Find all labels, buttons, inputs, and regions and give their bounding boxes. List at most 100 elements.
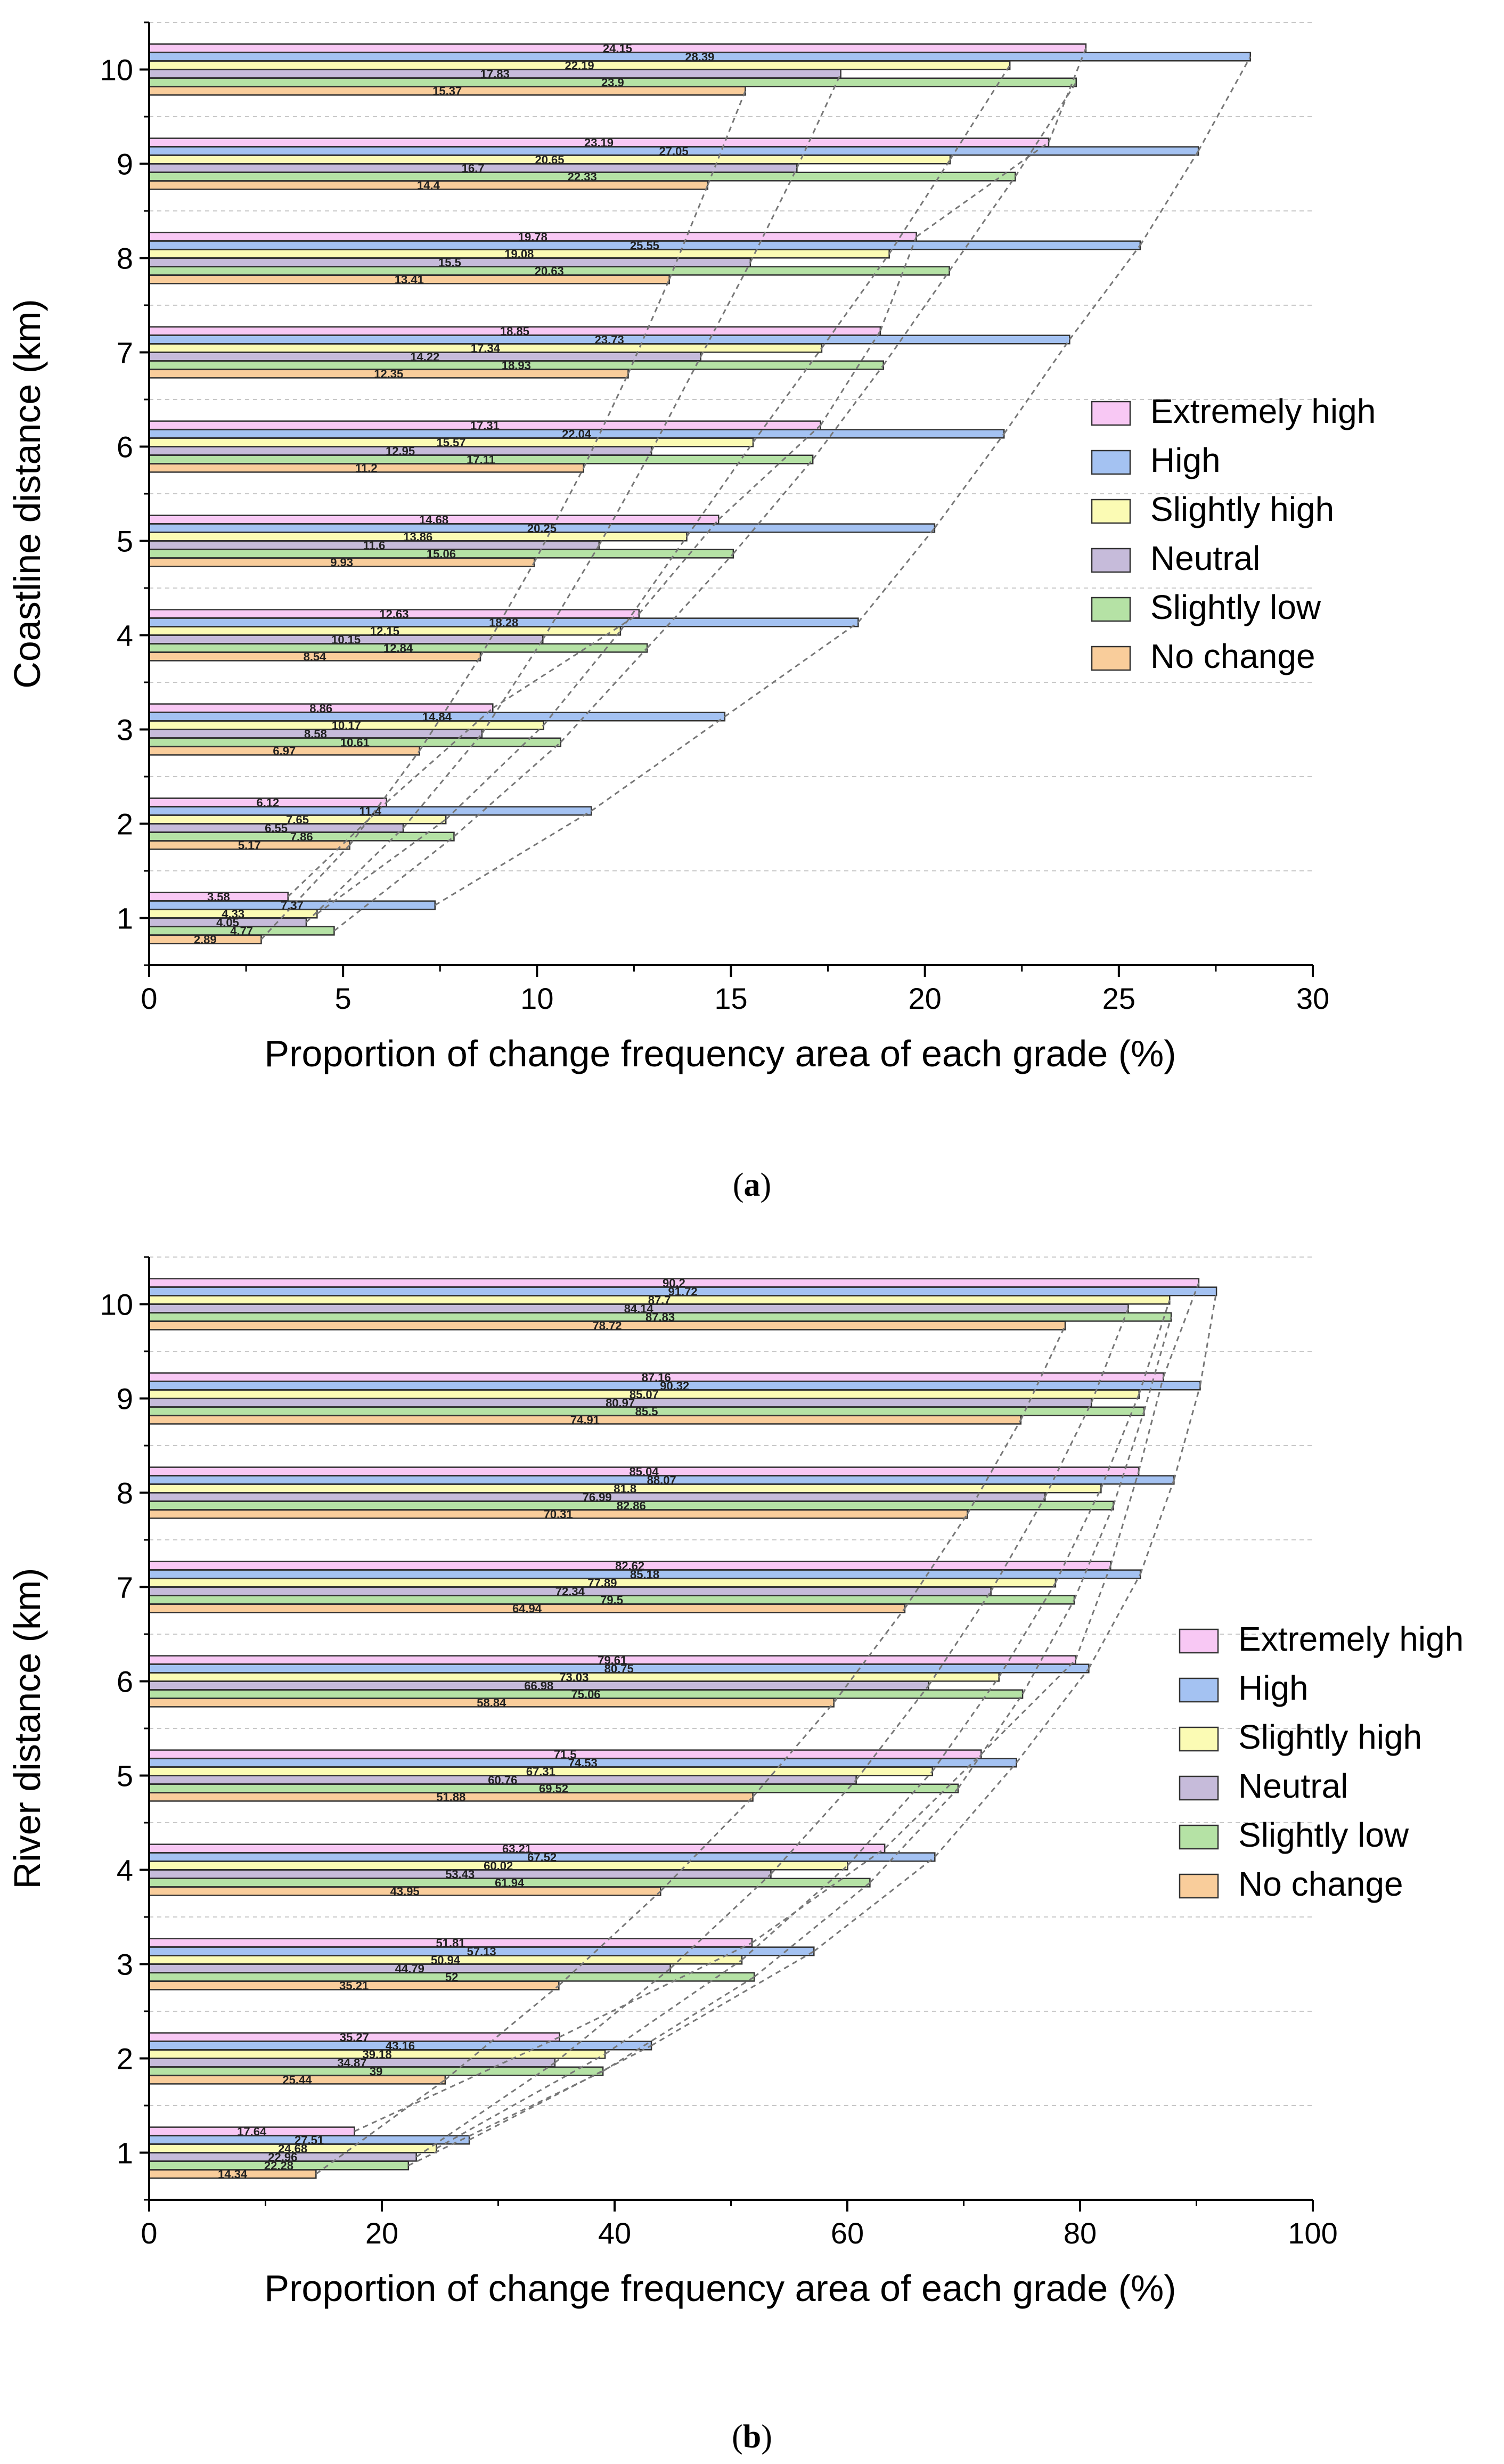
data-label: 44.79 (395, 1962, 424, 1976)
connector-extremely-high (638, 519, 720, 615)
data-label: 12.63 (379, 607, 408, 621)
data-label: 14.84 (422, 710, 452, 723)
connector-slightly-low (333, 836, 455, 932)
legend-label-neutral: Neutral (1238, 1767, 1348, 1805)
data-label: 14.34 (218, 2168, 248, 2181)
connector-extremely-high (386, 707, 494, 803)
legend-label-slightly-high: Slightly high (1238, 1718, 1422, 1756)
legend-label-slightly-low: Slightly low (1238, 1816, 1409, 1854)
connector-extremely-high (1163, 1282, 1200, 1377)
data-label: 70.31 (544, 1508, 573, 1521)
data-label: 4.05 (216, 916, 239, 929)
y-tick-label: 4 (117, 1854, 133, 1887)
data-label: 73.03 (559, 1670, 588, 1684)
y-tick-label: 3 (117, 713, 133, 747)
connector-high (1003, 339, 1070, 435)
connector-no-change (627, 279, 671, 374)
data-label: 85.04 (630, 1465, 659, 1478)
connector-neutral (700, 262, 751, 357)
y-tick-label: 9 (117, 148, 133, 181)
data-label: 12.35 (374, 368, 403, 381)
data-label: 13.86 (403, 530, 432, 543)
y-tick-label: 10 (100, 53, 133, 87)
connector-slightly-low (647, 553, 734, 649)
connector-extremely-high (879, 236, 918, 331)
connector-extremely-high (820, 330, 881, 426)
connector-no-change (583, 373, 629, 469)
y-tick-label: 2 (117, 807, 133, 841)
data-label: 66.98 (524, 1679, 553, 1693)
y-tick-label: 4 (117, 619, 133, 652)
connector-neutral (650, 356, 702, 452)
x-tick-label: 100 (1288, 2216, 1337, 2250)
connector-extremely-high (980, 1659, 1076, 1755)
y-tick-label: 9 (117, 1382, 133, 1416)
data-label: 11.2 (355, 462, 378, 475)
y-tick-label: 6 (117, 430, 133, 464)
legend-label-extremely-high: Extremely high (1238, 1620, 1464, 1658)
chart-coastline-distance: 3.58 7.37 4.334.054.77 2.89 6.12 11.4 7.656.55… (6, 21, 1376, 1074)
data-label: 87.16 (642, 1370, 671, 1384)
legend-swatch-slightly-high (1091, 499, 1131, 524)
legend-swatch-extremely-high (1091, 401, 1131, 426)
connector-high (934, 433, 1005, 529)
connector-no-change (833, 1608, 906, 1703)
connector-slightly-high (436, 2053, 606, 2149)
caption-b: (b) (732, 2419, 772, 2455)
data-label: 18.93 (502, 359, 531, 372)
data-label: 4.33 (222, 907, 244, 920)
connector-high (934, 1762, 1017, 1858)
data-label: 15.5 (438, 256, 461, 270)
connector-no-change (1020, 1325, 1066, 1421)
legend-swatch-neutral (1179, 1775, 1219, 1801)
y-tick-label: 5 (117, 1759, 133, 1793)
connector-no-change (315, 2079, 446, 2175)
connector-slightly-low (560, 647, 648, 743)
data-label: 78.72 (592, 1319, 622, 1333)
connector-no-change (707, 91, 746, 186)
data-label: 7.65 (286, 813, 309, 826)
data-label: 9.93 (330, 556, 353, 569)
legend: Extremely high High Slightly high Neutral Sl… (1179, 1620, 1464, 1903)
data-labels: 3.58 7.37 4.334.054.77 2.89 6.12 11.4 7.656.55… (194, 42, 715, 946)
data-label: 77.89 (587, 1576, 617, 1589)
connector-slightly-high (604, 1959, 742, 2055)
data-label: 71.5 (554, 1748, 577, 1761)
x-tick-label: 20 (909, 982, 942, 1015)
data-label: 5.17 (238, 839, 261, 852)
connector-neutral (669, 1873, 772, 1969)
connector-extremely-high (1109, 1471, 1140, 1566)
connector-high (591, 716, 725, 812)
connector-no-change (260, 844, 350, 940)
connector-extremely-high (1138, 1377, 1164, 1472)
data-label: 90.32 (660, 1379, 689, 1392)
connector-high (1139, 150, 1199, 246)
data-label: 75.06 (571, 1688, 600, 1701)
connector-no-change (533, 467, 585, 563)
x-tick-label: 0 (141, 2216, 157, 2250)
data-label: 17.83 (480, 68, 510, 81)
plot-area (148, 1257, 1313, 2200)
x-tick-label: 60 (831, 2216, 864, 2250)
data-label: 22.28 (264, 2159, 293, 2173)
data-label: 27.51 (295, 2133, 324, 2147)
data-label: 85.18 (630, 1568, 659, 1581)
x-tick-label: 30 (1296, 982, 1329, 1015)
data-label: 8.86 (309, 701, 332, 715)
data-label: 24.15 (603, 42, 632, 55)
connector-neutral (305, 827, 404, 923)
data-label: 22.96 (268, 2151, 297, 2164)
plot-area (148, 22, 1313, 966)
data-label: 57.13 (467, 1945, 496, 1958)
connector-neutral (796, 73, 841, 169)
data-label: 22.04 (562, 427, 592, 440)
y-tick-label: 8 (117, 1476, 133, 1510)
data-label: 51.88 (436, 1791, 465, 1804)
y-tick-label: 6 (117, 1665, 133, 1699)
connector-slightly-high (619, 536, 688, 632)
data-label: 15.06 (427, 548, 456, 561)
connector-slightly-low (949, 176, 1016, 272)
data-label: 39.18 (363, 2047, 392, 2061)
caption-b-letter: b (742, 2419, 762, 2455)
